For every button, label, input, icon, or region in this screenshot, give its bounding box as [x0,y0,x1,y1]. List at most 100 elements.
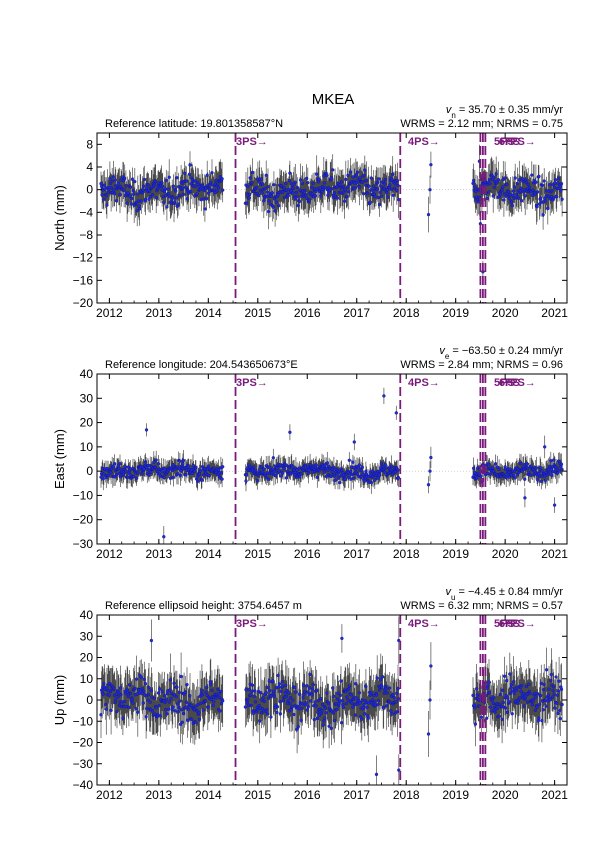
data-point [99,184,104,188]
event-label: 6PS [499,377,520,389]
data-point [344,701,348,706]
data-point [535,705,539,709]
data-point [336,691,340,695]
data-point [360,180,365,184]
data-point [118,475,123,479]
velocity-label: ve = −63.50 ± 0.24 mm/yr [439,345,563,361]
data-point [185,197,189,201]
data-point [501,688,505,692]
data-point [315,172,319,176]
data-point [295,194,299,199]
data-point [174,189,178,193]
data-point [506,696,510,700]
data-point [190,471,195,475]
data-point [549,678,553,683]
data-point [258,188,262,193]
data-point [119,692,123,697]
data-point [244,473,249,477]
data-point [152,696,157,701]
data-point [250,170,255,175]
data-point [508,691,513,695]
data-point [102,197,106,201]
data-point [105,203,109,207]
data-point [541,213,545,217]
data-point [549,672,554,677]
data-point [272,469,277,473]
data-point [298,475,302,479]
data-point [392,695,397,700]
data-point [327,724,331,728]
data-point [376,195,381,200]
data-point [528,473,533,477]
data-point [278,712,283,716]
data-point [385,704,389,708]
data-point [286,194,290,198]
data-point [383,462,388,467]
data-point [247,687,251,692]
data-point [145,186,149,190]
y-tick-label: −30 [73,537,94,551]
data-point [294,190,299,195]
data-point [149,638,154,643]
data-point [260,470,265,474]
data-point [263,186,267,191]
y-tick-label: 0 [86,693,93,707]
data-point [201,708,205,712]
data-point [303,690,307,694]
data-point [397,768,401,772]
data-point [165,205,169,209]
data-point [552,692,556,696]
data-point [531,188,535,192]
data-point [547,464,552,469]
data-point [345,695,349,699]
data-point [366,716,370,720]
data-point [288,171,292,175]
data-point [556,176,561,181]
x-tick-label: 2019 [442,788,469,802]
data-point [474,476,479,481]
data-point [325,173,329,178]
data-point [521,691,526,696]
data-point [246,184,250,189]
data-point [340,636,344,641]
data-point [312,717,316,722]
data-point [256,708,260,712]
data-point [505,678,509,683]
data-point [124,184,128,188]
data-point [144,428,149,432]
data-point [160,188,164,192]
data-point [315,716,319,721]
data-point [275,466,279,470]
data-point [536,478,540,482]
data-point [123,699,127,704]
data-point [164,697,168,701]
data-point [126,475,130,480]
data-point [218,709,222,713]
x-tick-label: 2014 [195,547,222,561]
data-point [370,698,375,702]
data-point [383,470,387,474]
data-point [323,706,328,710]
data-point [156,691,161,695]
data-point [536,190,540,194]
data-point [523,496,527,500]
data-point [147,189,152,193]
data-point [148,194,152,199]
data-point [126,694,130,699]
data-point [511,193,515,197]
data-point [361,472,365,476]
x-tick-label: 2013 [145,788,172,802]
data-point [352,440,356,444]
y-tick-label: 40 [80,367,94,381]
y-tick-label: 0 [86,464,93,478]
data-point [368,200,372,204]
data-point [249,703,254,708]
data-point [185,682,189,687]
data-point [265,712,270,716]
data-point [557,469,561,473]
data-point [285,469,290,473]
data-point [142,184,146,188]
data-point [163,700,167,705]
data-point [396,687,400,691]
data-point [300,181,305,186]
